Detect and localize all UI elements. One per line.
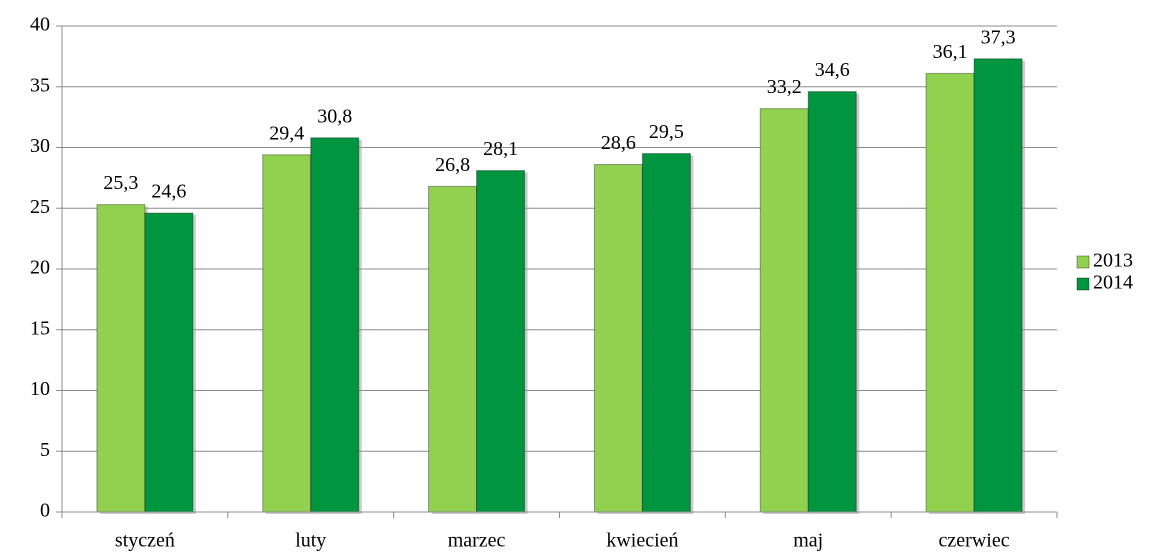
bar (759, 108, 809, 513)
y-tick-label: 10 (30, 378, 50, 400)
x-tick-label: styczeń (115, 530, 175, 552)
bar (262, 154, 312, 513)
bar (144, 212, 194, 513)
legend-label: 2013 (1093, 250, 1133, 272)
value-label: 36,1 (933, 41, 968, 63)
bar (973, 58, 1023, 513)
y-tick-label: 30 (30, 135, 50, 157)
y-tick-label: 20 (30, 257, 50, 279)
x-tick-label: luty (295, 530, 326, 552)
y-tick-label: 5 (40, 439, 50, 461)
x-tick-label: kwiecień (606, 530, 678, 552)
value-label: 24,6 (151, 181, 186, 203)
value-label: 29,5 (649, 121, 684, 143)
y-tick-label: 35 (30, 74, 50, 96)
bar (593, 164, 643, 513)
value-label: 30,8 (317, 105, 352, 127)
value-label: 28,1 (483, 138, 518, 160)
bar (96, 204, 146, 513)
value-label: 26,8 (435, 154, 470, 176)
bar (428, 185, 478, 513)
legend-swatch (1076, 255, 1090, 269)
y-tick-label: 40 (30, 14, 50, 36)
bar (310, 137, 360, 513)
bar (807, 91, 857, 513)
x-tick-label: czerwiec (939, 530, 1010, 552)
y-tick-label: 0 (40, 500, 50, 522)
legend-label: 2014 (1093, 272, 1133, 294)
value-label: 25,3 (103, 172, 138, 194)
y-tick-label: 25 (30, 196, 50, 218)
x-tick-label: marzec (448, 530, 506, 552)
value-label: 37,3 (981, 26, 1016, 48)
bar (925, 72, 975, 513)
bar (641, 153, 691, 513)
x-tick-label: maj (793, 530, 823, 552)
value-label: 33,2 (767, 76, 802, 98)
value-label: 28,6 (601, 132, 636, 154)
legend-swatch (1076, 277, 1090, 291)
value-label: 29,4 (269, 122, 304, 144)
bar (476, 170, 526, 513)
value-label: 34,6 (815, 59, 850, 81)
y-tick-label: 15 (30, 317, 50, 339)
